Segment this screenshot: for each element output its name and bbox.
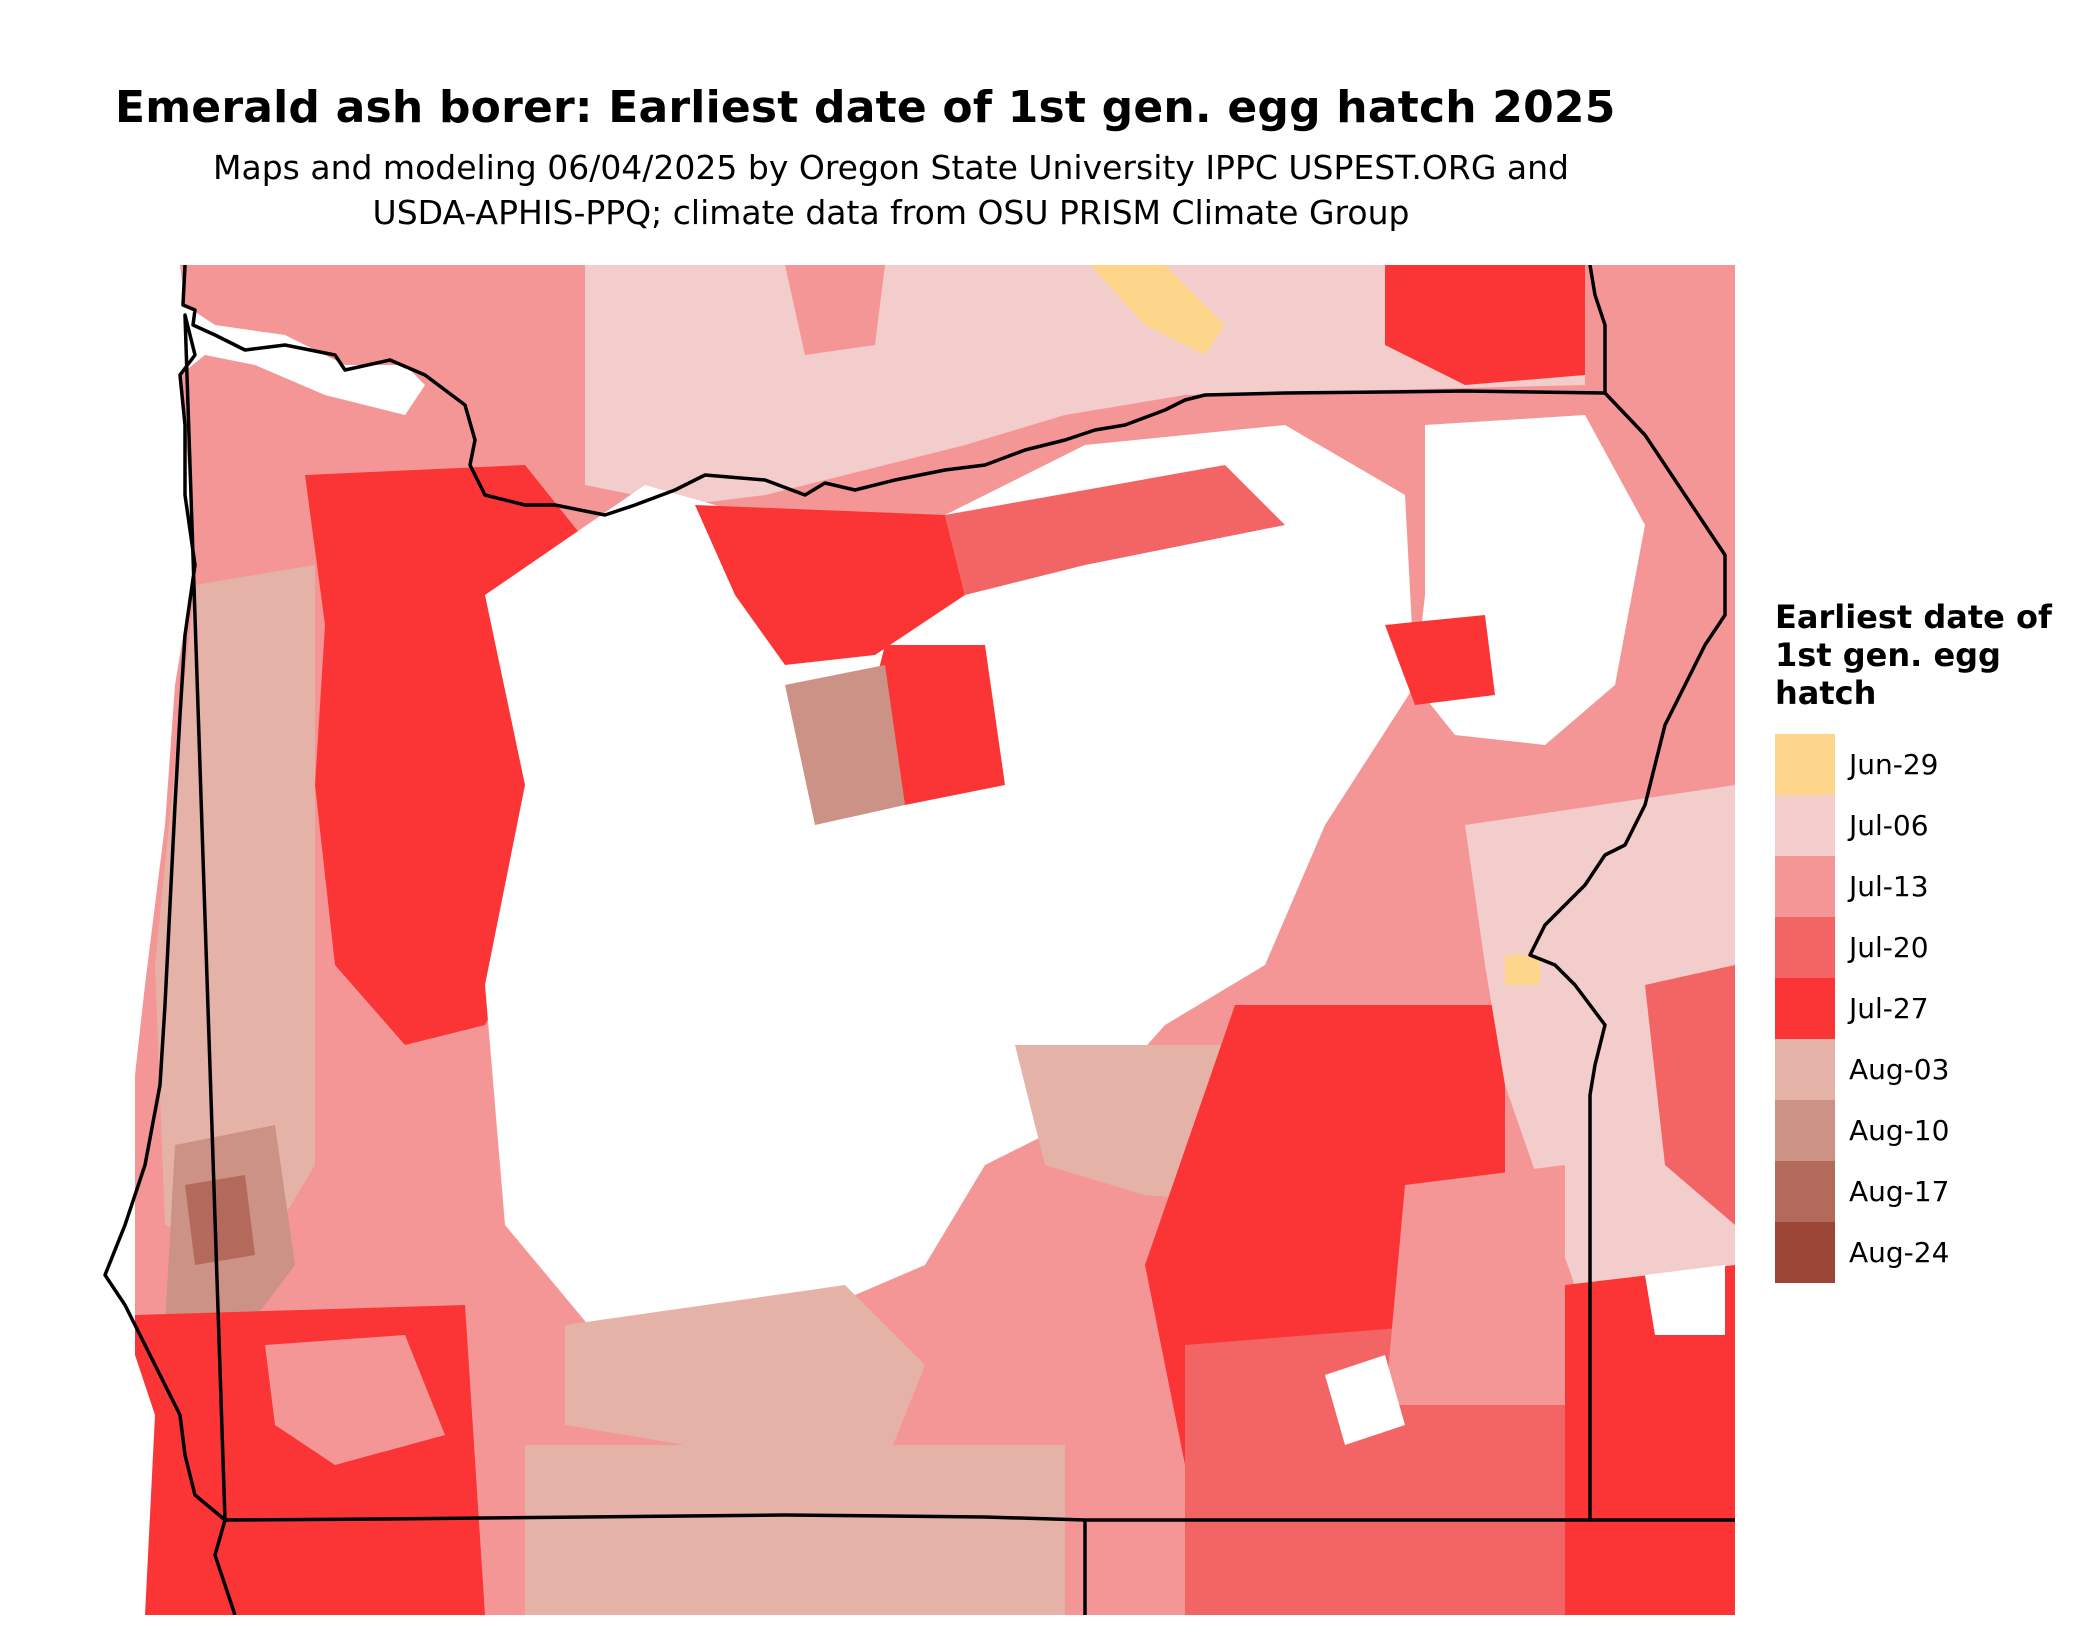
legend-label: Aug-17	[1849, 1175, 1950, 1208]
legend-item: Aug-24	[1775, 1222, 2085, 1283]
legend-label: Jul-06	[1849, 809, 1929, 842]
legend-title: Earliest date of 1st gen. egg hatch	[1775, 598, 2052, 712]
legend-swatch	[1775, 1100, 1835, 1161]
raster-ne-jul27-2	[1385, 615, 1495, 705]
raster-no-data-central	[485, 425, 1415, 1345]
raster-se-jul20	[1645, 965, 1735, 1225]
legend-item: Aug-17	[1775, 1161, 2085, 1222]
raster-coast-aug03	[155, 565, 315, 1265]
legend-item: Jun-29	[1775, 734, 2085, 795]
legend-label: Jun-29	[1849, 748, 1939, 781]
legend-label: Jul-13	[1849, 870, 1929, 903]
raster-ncentral-jul27	[695, 505, 965, 665]
raster-sw-jul13	[265, 1335, 445, 1465]
legend-swatch	[1775, 856, 1835, 917]
legend-item: Jul-20	[1775, 917, 2085, 978]
raster-ncentral-aug10	[785, 665, 905, 825]
raster-ncentral2-jul27	[865, 645, 1005, 805]
legend-swatch	[1775, 734, 1835, 795]
oregon-coastline	[103, 265, 1735, 1522]
legend-label: Aug-10	[1849, 1114, 1950, 1147]
raster-wa-jun29	[1090, 265, 1225, 355]
hatch-date-raster	[135, 265, 1735, 1615]
raster-no-data-se-1	[1325, 1355, 1405, 1445]
raster-south-aug03	[565, 1285, 925, 1465]
state-boundaries	[103, 265, 1735, 1615]
legend-swatch	[1775, 978, 1835, 1039]
raster-far-se-jul27	[1565, 1265, 1735, 1615]
washington-idaho-border	[1588, 265, 1607, 393]
raster-se-jul13	[1385, 1165, 1565, 1405]
southwest-border-tail	[213, 1519, 237, 1615]
oregon-egg-hatch-map[interactable]	[85, 265, 1735, 1615]
legend-label: Jul-20	[1849, 931, 1929, 964]
legend-label: Aug-03	[1849, 1053, 1950, 1086]
raster-south-border-aug03	[525, 1445, 1065, 1615]
legend: Earliest date of 1st gen. egg hatch Jun-…	[1775, 598, 2085, 1283]
map-subtitle-line-2: USDA-APHIS-PPQ; climate data from OSU PR…	[372, 193, 1410, 232]
legend-item: Jul-06	[1775, 795, 2085, 856]
legend-item: Jul-13	[1775, 856, 2085, 917]
legend-swatch	[1775, 917, 1835, 978]
map-subtitle-line-1: Maps and modeling 06/04/2025 by Oregon S…	[213, 148, 1569, 187]
legend-items: Jun-29 Jul-06 Jul-13 Jul-20 Jul-27 Aug-03 Aug-…	[1775, 734, 2085, 1283]
legend-label: Aug-24	[1849, 1236, 1950, 1269]
raster-no-data-se-2	[1645, 1265, 1725, 1335]
legend-item: Aug-03	[1775, 1039, 2085, 1100]
raster-ncentral-jul20	[945, 465, 1285, 595]
legend-item: Jul-27	[1775, 978, 2085, 1039]
map-panel[interactable]	[85, 265, 1735, 1615]
raster-sw-aug17	[185, 1175, 255, 1265]
legend-swatch	[1775, 1161, 1835, 1222]
raster-ne-jul27	[1385, 265, 1585, 385]
legend-swatch	[1775, 1039, 1835, 1100]
legend-swatch	[1775, 795, 1835, 856]
legend-item: Aug-10	[1775, 1100, 2085, 1161]
raster-wa-jul13	[785, 265, 885, 355]
raster-se-jun29	[1505, 955, 1540, 985]
legend-label: Jul-27	[1849, 992, 1929, 1025]
ocean-mask	[85, 265, 425, 1615]
map-title: Emerald ash borer: Earliest date of 1st …	[115, 82, 1616, 133]
legend-swatch	[1775, 1222, 1835, 1283]
